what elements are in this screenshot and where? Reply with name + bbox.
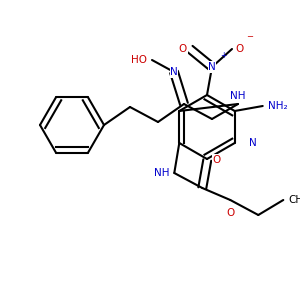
Text: O: O xyxy=(226,208,234,218)
Text: −: − xyxy=(246,32,253,41)
Text: N: N xyxy=(208,62,216,72)
Text: HO: HO xyxy=(131,55,147,65)
Text: O: O xyxy=(212,155,220,165)
Text: NH: NH xyxy=(154,168,169,178)
Text: +: + xyxy=(220,51,226,60)
Text: CH₃: CH₃ xyxy=(288,195,300,205)
Text: O: O xyxy=(179,44,187,54)
Text: NH₂: NH₂ xyxy=(268,101,287,111)
Text: O: O xyxy=(235,44,243,54)
Text: N: N xyxy=(249,138,256,148)
Text: NH: NH xyxy=(230,91,246,101)
Text: N: N xyxy=(170,67,178,77)
